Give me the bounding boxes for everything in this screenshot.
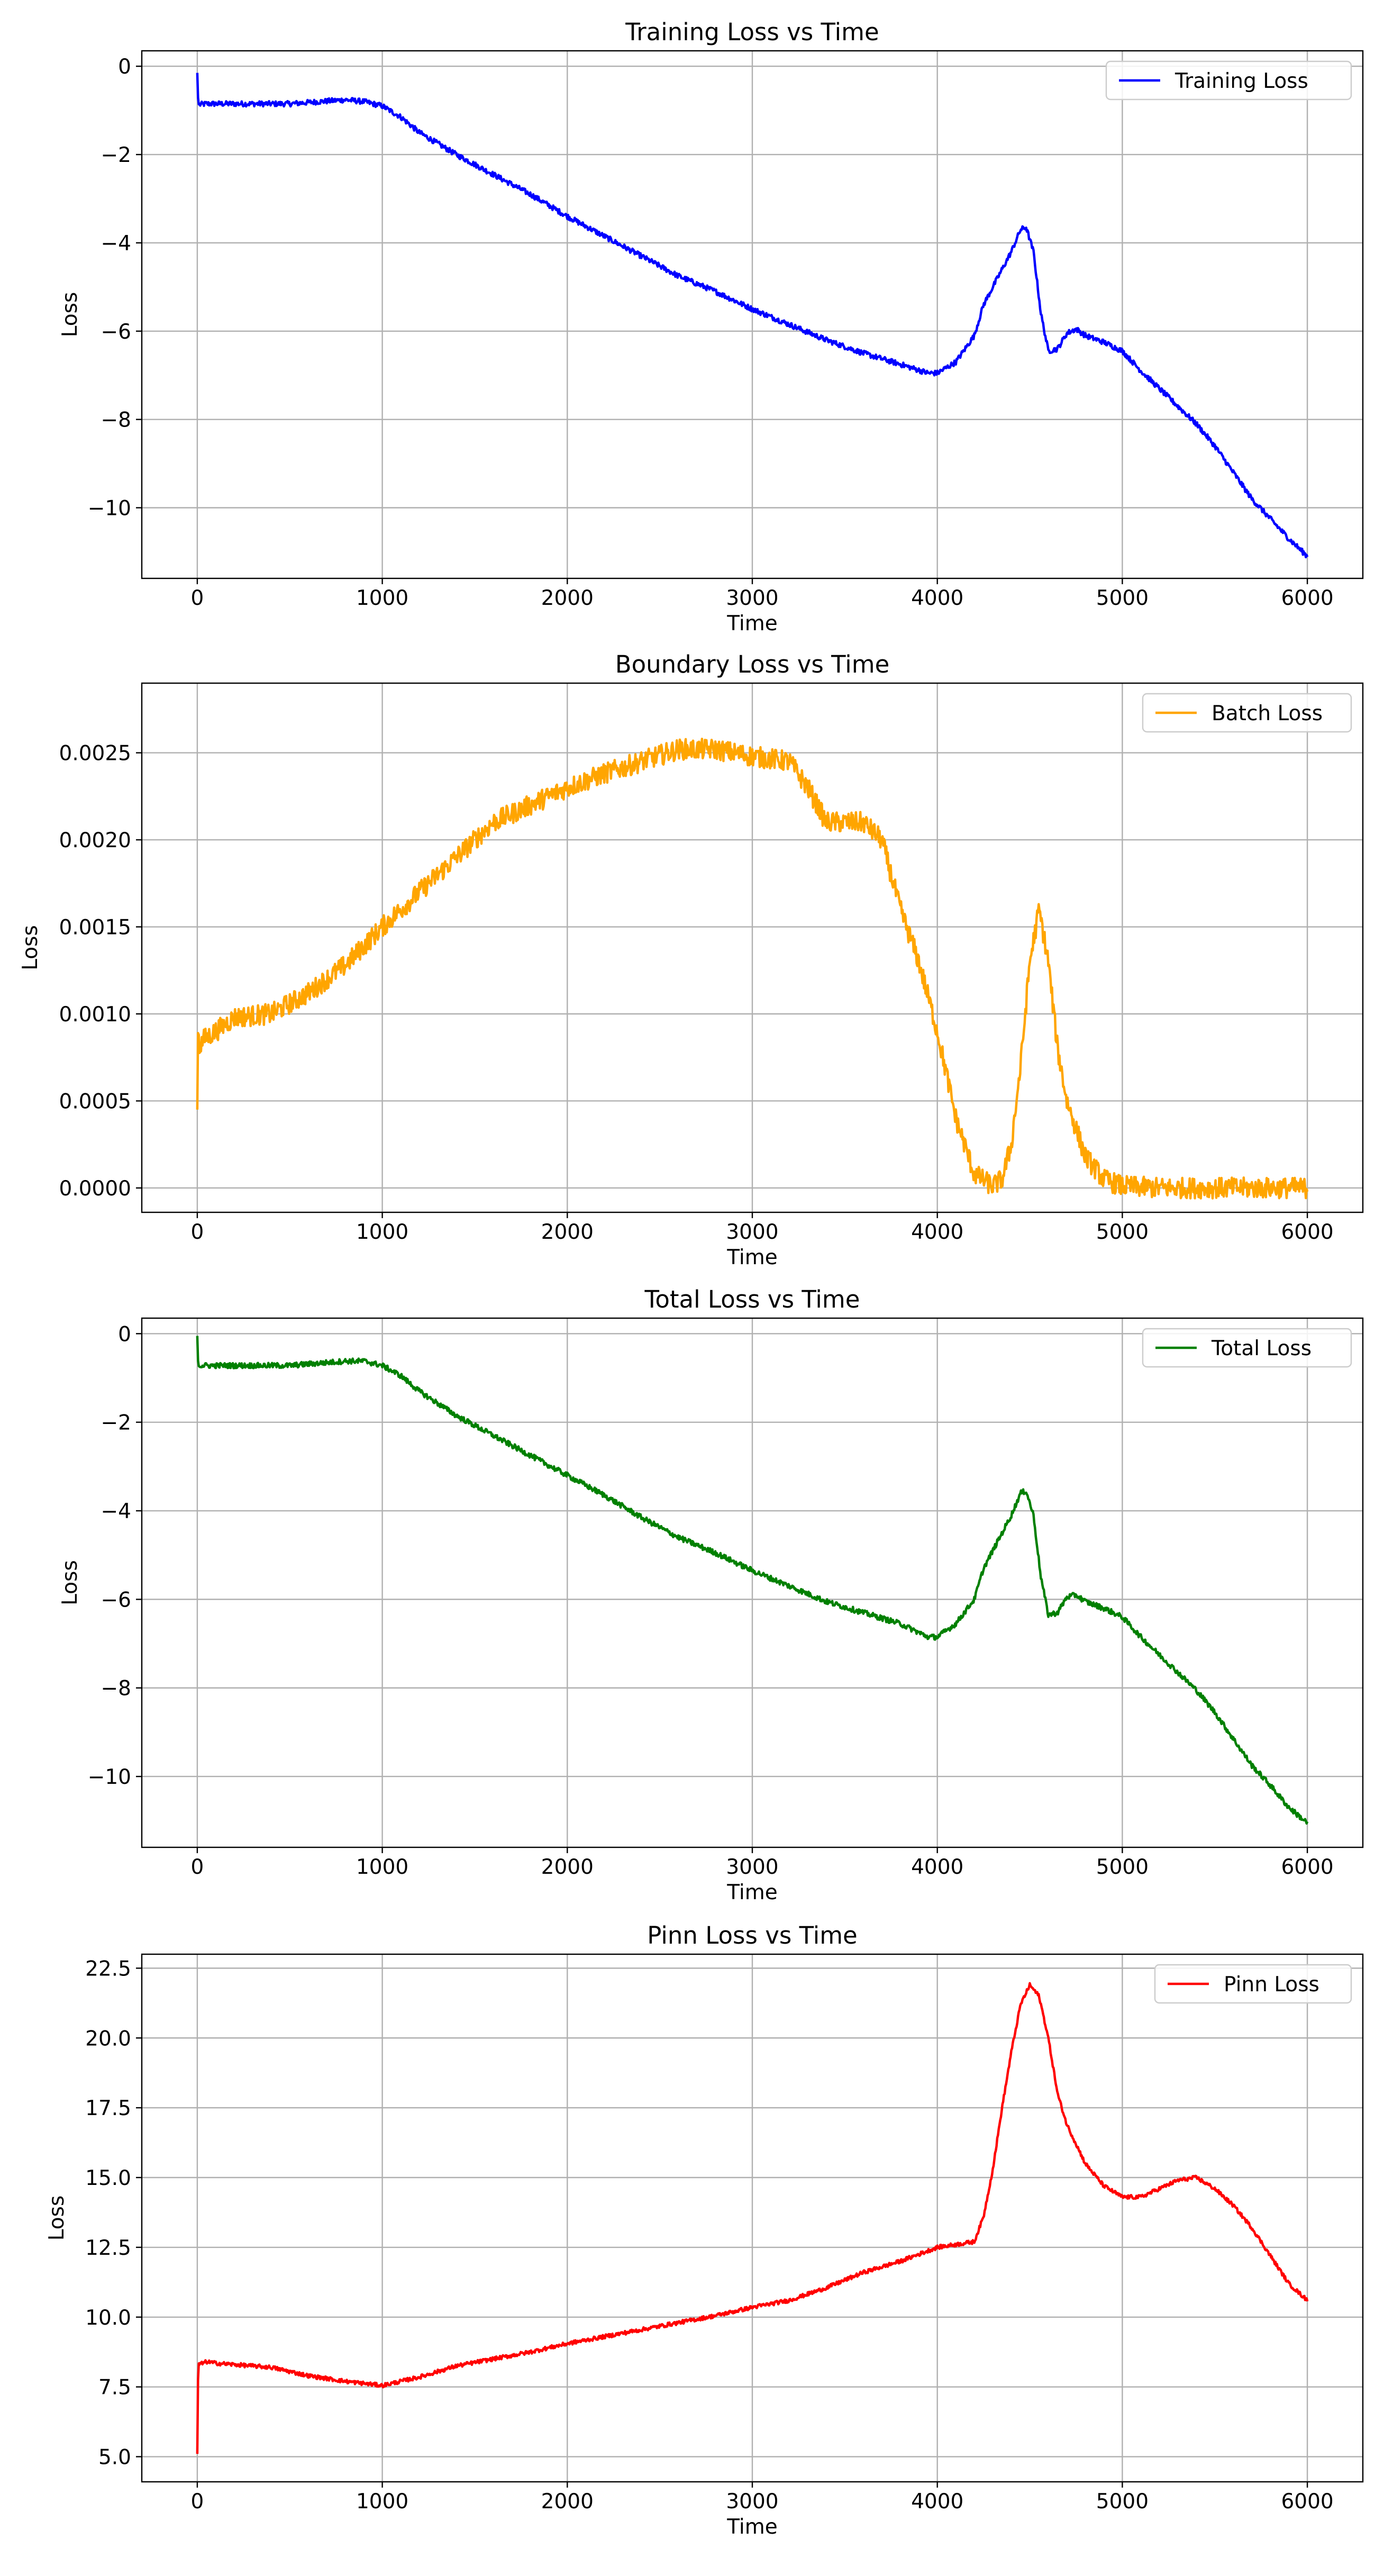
chart1-ytick-label: −6	[101, 320, 132, 344]
chart2-ytick-label: 0.0010	[59, 1003, 131, 1027]
chart3-xtick-label: 6000	[1281, 1855, 1333, 1879]
chart3-xtick-label: 1000	[356, 1855, 408, 1879]
chart3-xtick-label: 5000	[1096, 1855, 1149, 1879]
chart4-xtick-label: 6000	[1281, 2490, 1333, 2514]
chart4-y-axis-label: Loss	[45, 2196, 69, 2241]
chart1-ytick-label: −10	[88, 497, 131, 521]
chart4-ytick-label: 10.0	[85, 2306, 131, 2330]
chart2-ytick-label: 0.0000	[59, 1177, 131, 1201]
chart1-series-training-loss	[196, 72, 1309, 559]
chart1-x-axis-label: Time	[726, 612, 777, 636]
chart1-legend-label: Training Loss	[1174, 69, 1308, 93]
chart2-legend: Batch Loss	[1142, 693, 1352, 733]
chart3-xtick-label: 2000	[541, 1855, 594, 1879]
chart1-y-axis-label: Loss	[58, 292, 82, 338]
chart1-legend-box	[1105, 60, 1352, 101]
chart4-xtick-label: 4000	[911, 2490, 963, 2514]
chart1-legend: Training Loss	[1105, 60, 1352, 101]
chart1-xtick-label: 6000	[1281, 586, 1333, 610]
chart1-xtick-label: 0	[190, 586, 204, 610]
chart3-legend-label: Total Loss	[1211, 1337, 1312, 1360]
chart4-ytick-label: 15.0	[85, 2166, 131, 2190]
chart1-ytick-label: −4	[101, 232, 132, 256]
chart3-legend: Total Loss	[1142, 1328, 1352, 1368]
chart4-xtick-label: 3000	[726, 2490, 778, 2514]
chart2-legend-box	[1142, 693, 1352, 733]
chart2-xtick-label: 4000	[911, 1220, 963, 1244]
chart1-xtick-label: 5000	[1096, 586, 1149, 610]
chart4-ytick-label: 17.5	[85, 2097, 131, 2120]
chart2-x-axis-label: Time	[726, 1246, 777, 1269]
chart2-xtick-label: 1000	[356, 1220, 408, 1244]
chart4-legend-box	[1154, 1964, 1352, 2004]
chart2-ytick-label: 0.0025	[59, 742, 131, 766]
chart4-ytick-label: 12.5	[85, 2236, 131, 2260]
chart3-ytick-label: −6	[101, 1588, 132, 1612]
chart3-xtick-label: 4000	[911, 1855, 963, 1879]
chart3-xtick-label: 3000	[726, 1855, 778, 1879]
chart4-title: Pinn Loss vs Time	[647, 1921, 858, 1949]
chart3-ytick-label: 0	[118, 1322, 131, 1346]
chart3-ytick-label: −8	[101, 1677, 132, 1701]
chart3-title: Total Loss vs Time	[644, 1285, 860, 1313]
chart1-xtick-label: 4000	[911, 586, 963, 610]
chart3-ytick-label: −2	[101, 1411, 132, 1435]
chart4-xtick-label: 5000	[1096, 2490, 1149, 2514]
chart3-legend-box	[1142, 1328, 1352, 1368]
chart2-xtick-label: 0	[190, 1220, 204, 1244]
chart1-ytick-label: −8	[101, 409, 132, 432]
chart4-ytick-label: 7.5	[98, 2376, 131, 2400]
chart4-panel: 0 1000 2000 3000 4000 5000 6000 5.0 7.5 10.0 12.5 1…	[45, 1921, 1364, 2539]
chart2-xtick-label: 6000	[1281, 1220, 1333, 1244]
chart2-xtick-label: 2000	[541, 1220, 594, 1244]
chart1-panel: 0 1000 2000 3000 4000 5000 6000 0 −2 −4 −6 −8 −10 Tra…	[58, 18, 1364, 636]
chart4-legend: Pinn Loss	[1154, 1964, 1352, 2004]
chart3-panel: 0 1000 2000 3000 4000 5000 6000 0 −2 −4 −6 −8 −10 Tot…	[58, 1285, 1364, 1904]
chart2-panel: 0 1000 2000 3000 4000 5000 6000 0.0000 0.0005 0.0…	[19, 650, 1364, 1269]
chart1-xtick-label: 3000	[726, 586, 778, 610]
chart4-legend-label: Pinn Loss	[1224, 1973, 1319, 1997]
chart3-x-axis-label: Time	[726, 1881, 777, 1904]
chart2-title: Boundary Loss vs Time	[615, 650, 890, 678]
chart3-xtick-label: 0	[190, 1855, 204, 1879]
chart2-y-axis-label: Loss	[19, 925, 42, 970]
chart1-title: Training Loss vs Time	[625, 18, 879, 46]
chart4-ytick-label: 20.0	[85, 2027, 131, 2051]
chart4-xtick-label: 1000	[356, 2490, 408, 2514]
chart2-legend-label: Batch Loss	[1212, 702, 1323, 725]
chart3-ytick-label: −10	[88, 1765, 131, 1789]
chart1-xtick-label: 1000	[356, 586, 408, 610]
chart2-ytick-label: 0.0015	[59, 916, 131, 940]
chart4-xtick-label: 0	[190, 2490, 204, 2514]
chart2-xtick-label: 5000	[1096, 1220, 1149, 1244]
chart2-ytick-label: 0.0005	[59, 1090, 131, 1113]
chart1-ytick-label: −2	[101, 143, 132, 167]
chart4-ytick-label: 5.0	[98, 2446, 131, 2470]
chart2-series-batch-loss	[196, 738, 1309, 1200]
chart1-ytick-label: 0	[118, 55, 131, 79]
chart4-series-pinn-loss	[196, 1982, 1309, 2454]
chart2-xtick-label: 3000	[726, 1220, 778, 1244]
chart1-xtick-label: 2000	[541, 586, 594, 610]
chart4-ytick-label: 22.5	[85, 1957, 131, 1981]
chart4-x-axis-label: Time	[726, 2515, 777, 2539]
chart3-ytick-label: −4	[101, 1500, 132, 1523]
chart3-y-axis-label: Loss	[58, 1560, 82, 1606]
chart4-xtick-label: 2000	[541, 2490, 594, 2514]
chart3-series-total-loss	[196, 1336, 1309, 1825]
chart2-ytick-label: 0.0020	[59, 829, 131, 852]
